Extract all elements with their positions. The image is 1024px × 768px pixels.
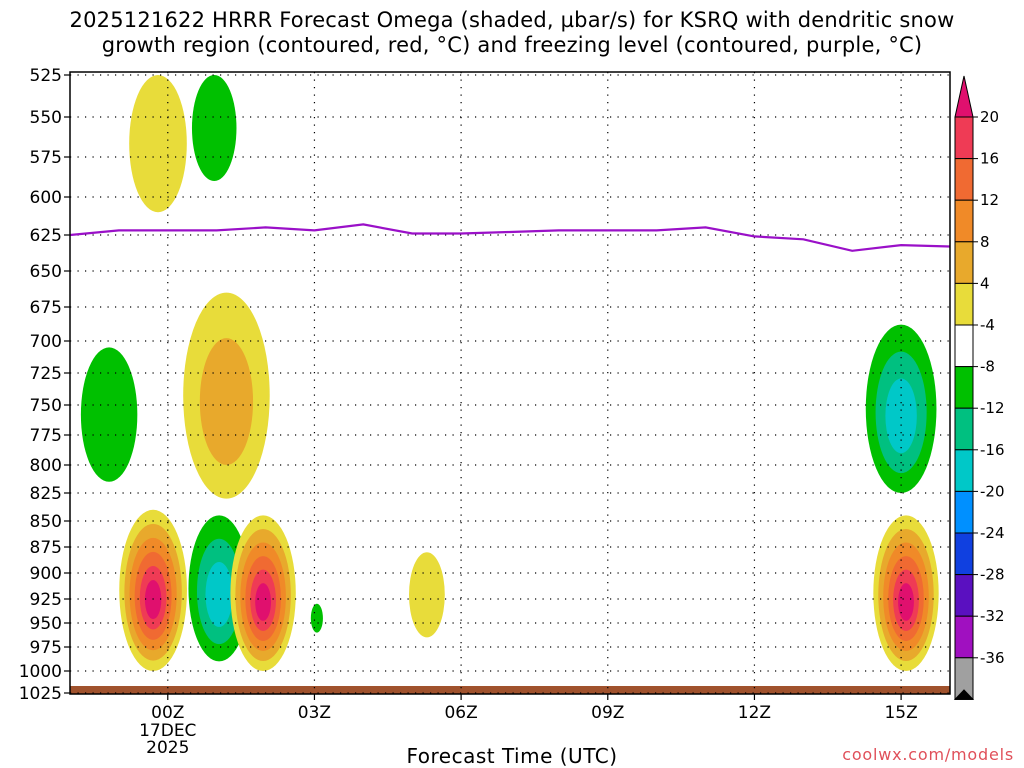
- omega-cell-low-positive-mid: [230, 515, 296, 671]
- omega-cell-mid-positive: [183, 292, 270, 499]
- y-tick-525: 525: [30, 66, 62, 86]
- omega-cell-upper-positive: [129, 75, 187, 213]
- omega-cell-low-positive-right: [408, 552, 445, 638]
- colorbar-bin-13: [954, 615, 974, 659]
- colorbar-bin-10: [954, 490, 974, 534]
- omega-contour-small-negative-0: [310, 603, 323, 633]
- y-tick-750: 750: [30, 396, 62, 416]
- omega-shading: [80, 75, 939, 671]
- colorbar-label--32: -32: [980, 607, 1005, 625]
- colorbar-label--12: -12: [980, 399, 1005, 417]
- site-credit[interactable]: coolwx.com/models: [842, 745, 1014, 764]
- chart-title: 2025121622 HRRR Forecast Omega (shaded, …: [0, 8, 1024, 58]
- colorbar-label-16: 16: [980, 150, 999, 168]
- x-tick-15Z: 15Z: [884, 703, 917, 723]
- ground-band: [70, 686, 950, 694]
- colorbar-bottom-arrow: [953, 689, 975, 700]
- y-tick-575: 575: [30, 148, 62, 168]
- colorbar: 20 16 12 8 4 -4 -8 -12 -16 -20 -24 -28 -32 -36: [953, 75, 1005, 700]
- grid: [70, 72, 950, 694]
- colorbar-bin-11: [954, 532, 974, 576]
- omega-contour-right-negative-2: [885, 378, 917, 454]
- y-tick-775: 775: [30, 426, 62, 446]
- freezing-level-line: [70, 223, 950, 252]
- colorbar-label-8: 8: [980, 233, 990, 251]
- colorbar-bin-9: [954, 449, 974, 492]
- omega-contour-right-positive-5: [898, 583, 914, 621]
- freezing-level: [70, 223, 950, 252]
- omega-cell-right-positive: [873, 515, 939, 671]
- colorbar-label--16: -16: [980, 441, 1005, 459]
- y-tick-825: 825: [30, 484, 62, 504]
- x-tick-00Z: 00Z: [151, 703, 184, 723]
- omega-contour-upper-negative-0: [191, 75, 237, 181]
- y-tick-700: 700: [30, 332, 62, 352]
- y-tick-1025: 1025: [19, 684, 62, 704]
- y-tick-875: 875: [30, 538, 62, 558]
- colorbar-bin-2: [954, 158, 974, 201]
- colorbar-label-4: 4: [980, 274, 990, 292]
- omega-contour-mid-positive-1: [199, 338, 254, 465]
- y-axis: 525 550 575 600 625 650 675 700 725 750 775 800 825 8…: [19, 66, 70, 704]
- y-tick-800: 800: [30, 456, 62, 476]
- x-tick-12Z: 12Z: [738, 703, 771, 723]
- colorbar-label--20: -20: [980, 482, 1005, 500]
- omega-contour-low-negative-2: [205, 562, 233, 627]
- y-tick-675: 675: [30, 298, 62, 318]
- colorbar-bin-5: [954, 282, 974, 326]
- colorbar-bin-4: [954, 241, 974, 284]
- y-tick-950: 950: [30, 614, 62, 634]
- x-axis-label: Forecast Time (UTC): [406, 744, 618, 768]
- x-tick-09Z: 09Z: [591, 703, 624, 723]
- title-line-2: growth region (contoured, red, °C) and f…: [101, 33, 923, 57]
- colorbar-label-12: 12: [980, 191, 999, 209]
- y-tick-650: 650: [30, 262, 62, 282]
- plot-frame: [69, 71, 951, 695]
- y-tick-850: 850: [30, 512, 62, 532]
- colorbar-label--28: -28: [980, 566, 1005, 584]
- omega-contour-upper-positive-0: [129, 75, 187, 213]
- colorbar-label--4: -4: [980, 316, 995, 334]
- colorbar-label--8: -8: [980, 358, 995, 376]
- y-tick-550: 550: [30, 108, 62, 128]
- colorbar-bin-8: [954, 407, 974, 451]
- y-tick-900: 900: [30, 564, 62, 584]
- omega-contour-low-positive-mid-5: [255, 583, 272, 621]
- colorbar-bin-1: [954, 116, 974, 160]
- colorbar-bin-6: [954, 324, 974, 368]
- x-tick-03Z: 03Z: [298, 703, 331, 723]
- title-line-1: 2025121622 HRRR Forecast Omega (shaded, …: [69, 8, 955, 32]
- colorbar-bin-3: [954, 199, 974, 243]
- colorbar-bin-7: [954, 366, 974, 409]
- colorbar-label-20: 20: [980, 108, 999, 126]
- y-tick-975: 975: [30, 638, 62, 658]
- y-tick-1000: 1000: [19, 662, 62, 682]
- omega-cell-upper-negative: [191, 75, 237, 181]
- omega-cell-mid-negative-left: [80, 347, 138, 482]
- omega-contour-low-positive-right-0: [408, 552, 445, 638]
- y-tick-625: 625: [30, 226, 62, 246]
- x-tick-sub-1: 2025: [146, 738, 189, 758]
- colorbar-label--24: -24: [980, 524, 1005, 542]
- colorbar-top-arrow: [954, 75, 974, 118]
- x-tick-sub-0: 17DEC: [139, 721, 196, 741]
- colorbar-label--36: -36: [980, 649, 1005, 667]
- y-tick-725: 725: [30, 364, 62, 384]
- omega-cell-low-negative: [188, 515, 250, 662]
- y-tick-600: 600: [30, 188, 62, 208]
- omega-cell-low-positive-left: [119, 509, 187, 671]
- colorbar-bin-12: [954, 574, 974, 617]
- y-tick-925: 925: [30, 590, 62, 610]
- omega-cell-small-negative: [310, 603, 323, 633]
- omega-cell-right-negative: [865, 324, 937, 493]
- omega-contour-mid-negative-left-0: [80, 347, 138, 482]
- x-tick-06Z: 06Z: [444, 703, 477, 723]
